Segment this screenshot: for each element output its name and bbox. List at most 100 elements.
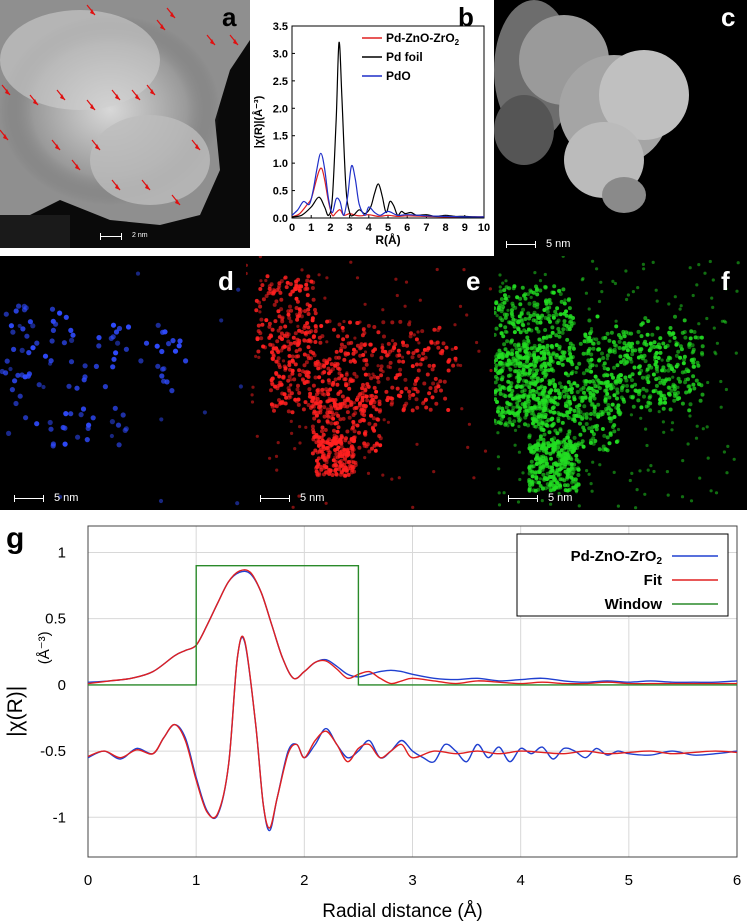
element-dot — [335, 382, 340, 387]
element-dot — [609, 382, 614, 387]
element-dot — [520, 389, 525, 394]
element-dot — [696, 363, 701, 368]
element-dot — [331, 380, 336, 385]
element-dot — [532, 353, 537, 358]
element-dot — [612, 429, 617, 434]
element-dot — [517, 398, 522, 403]
element-dot — [594, 337, 599, 342]
element-dot — [540, 363, 545, 368]
element-dot — [554, 353, 559, 358]
panel-a-haadf-image: a 2 nm — [0, 0, 250, 248]
element-dot — [554, 312, 559, 317]
element-dot — [320, 388, 325, 392]
element-dot — [562, 356, 567, 360]
element-dot — [642, 353, 647, 358]
element-dot — [507, 366, 511, 370]
x-tick-label: 4 — [516, 872, 524, 889]
element-dot — [289, 419, 293, 423]
element-dot — [539, 367, 544, 372]
element-dot — [529, 328, 534, 333]
element-dot — [618, 354, 623, 359]
element-dot — [494, 374, 498, 379]
element-dot — [509, 340, 513, 345]
element-dot — [257, 355, 261, 359]
element-dot — [330, 473, 335, 477]
legend-label: Fit — [644, 572, 662, 589]
panel-g-chart: 0 1 2 3 4 5 6 -1 -0.5 0 0.5 1 Radial distance (Å) |χ(… — [0, 512, 747, 921]
element-dot — [271, 352, 276, 357]
element-dot — [571, 316, 575, 320]
element-dot — [313, 398, 318, 403]
element-dot — [494, 301, 499, 306]
element-dot — [108, 335, 114, 341]
element-dot — [500, 318, 505, 323]
element-dot — [318, 340, 323, 345]
element-dot — [565, 433, 570, 437]
element-dot — [588, 331, 593, 336]
element-dot — [701, 427, 705, 431]
element-dot — [377, 409, 382, 414]
element-dot — [597, 447, 602, 452]
element-dot — [277, 374, 282, 379]
element-dot — [635, 488, 639, 492]
element-dot — [617, 346, 622, 350]
element-dot — [286, 332, 291, 337]
element-dot — [532, 303, 537, 308]
element-dot — [324, 501, 328, 505]
element-dot — [515, 404, 520, 409]
element-dot — [575, 383, 580, 388]
element-dot — [401, 407, 406, 412]
element-dot — [568, 352, 573, 356]
element-dot — [345, 334, 350, 339]
element-dot — [320, 429, 324, 434]
element-dot — [510, 348, 515, 353]
element-dot — [287, 354, 292, 358]
element-dot — [277, 314, 282, 319]
element-dot — [155, 363, 161, 369]
element-dot — [297, 347, 302, 352]
element-dot — [531, 444, 536, 449]
element-dot — [305, 321, 310, 326]
element-dot — [69, 337, 75, 343]
element-dot — [11, 346, 17, 352]
element-dot — [639, 334, 644, 339]
element-dot — [512, 342, 517, 347]
element-dot — [49, 306, 56, 312]
element-dot — [663, 378, 668, 383]
element-dot — [349, 340, 354, 345]
element-dot — [159, 348, 165, 355]
element-dot — [302, 381, 307, 385]
element-dot — [655, 326, 660, 331]
element-dot — [236, 287, 241, 292]
element-dot — [674, 342, 679, 347]
element-dot — [123, 346, 129, 352]
element-dot — [289, 383, 293, 387]
element-dot — [683, 380, 688, 385]
element-dot — [549, 502, 553, 506]
x-tick-label: 3 — [347, 222, 353, 234]
element-dot — [551, 378, 556, 383]
element-dot — [532, 310, 537, 315]
element-dot — [358, 353, 363, 358]
element-dot — [427, 363, 432, 368]
element-dot — [327, 471, 332, 476]
element-dot — [497, 355, 501, 360]
element-dot — [641, 386, 646, 391]
element-dot — [556, 445, 561, 450]
element-dot — [503, 394, 508, 399]
element-dot — [538, 464, 543, 469]
element-dot — [285, 280, 290, 285]
element-dot — [503, 347, 508, 352]
element-dot — [357, 430, 361, 435]
element-dot — [635, 340, 640, 345]
element-dot — [531, 421, 535, 426]
element-dot — [373, 422, 378, 427]
element-dot — [531, 488, 536, 493]
element-dot — [49, 338, 55, 344]
element-dot — [545, 343, 550, 348]
element-dot — [590, 402, 595, 406]
element-dot — [397, 476, 401, 480]
element-dot — [438, 379, 443, 384]
element-dot — [535, 455, 539, 460]
element-dot — [692, 386, 697, 391]
